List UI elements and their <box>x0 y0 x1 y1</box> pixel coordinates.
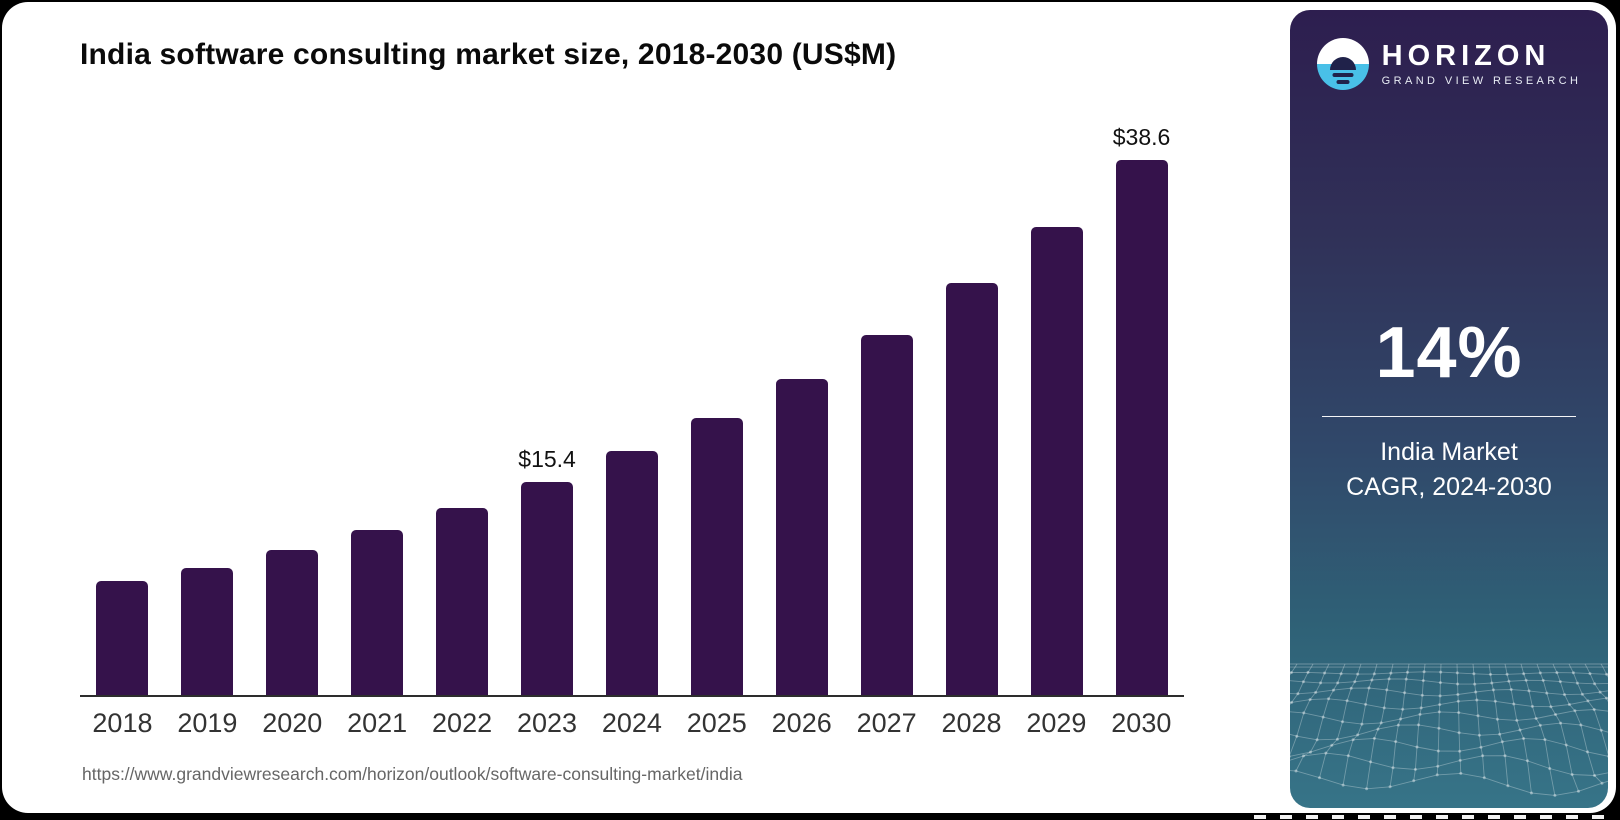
data-label-2023: $15.4 <box>518 445 576 472</box>
bar-slot-2028 <box>929 283 1014 695</box>
bar-2027 <box>860 334 913 695</box>
brand-tagline: GRAND VIEW RESEARCH <box>1381 75 1582 88</box>
x-tick-2026: 2026 <box>771 708 832 738</box>
x-tick-2019: 2019 <box>177 708 238 738</box>
sun-glyph <box>1329 57 1356 70</box>
x-tick-2027: 2027 <box>856 708 917 738</box>
data-label-2030: $38.6 <box>1112 124 1171 150</box>
brand-text: HORIZON GRAND VIEW RESEARCH <box>1381 39 1582 88</box>
bar-slot-2029 <box>1014 226 1099 695</box>
bar-chart-plot: $15.4 $38.6 <box>80 2 1184 695</box>
chart-title: India software consulting market size, 2… <box>80 38 897 71</box>
bar-2022 <box>436 507 489 695</box>
bar-slot-2025 <box>674 417 759 695</box>
x-tick-2029: 2029 <box>1026 708 1087 738</box>
bar-slot-2020 <box>250 549 335 695</box>
x-tick-2018: 2018 <box>92 708 153 738</box>
x-tick-2030: 2030 <box>1111 708 1172 738</box>
bar-2028 <box>945 283 998 695</box>
bar-slot-2021 <box>335 530 420 695</box>
x-tick-2028: 2028 <box>941 708 1002 738</box>
x-tick-2020: 2020 <box>262 708 323 738</box>
x-axis-line <box>80 695 1184 697</box>
bar-slot-2023: $15.4 <box>505 446 590 695</box>
x-tick-2023: 2023 <box>516 708 578 738</box>
stat-caption-line1: India Market <box>1380 438 1518 466</box>
brand-sidebar-panel: HORIZON GRAND VIEW RESEARCH 14% India Ma… <box>1290 10 1608 808</box>
bar-slot-2019 <box>165 567 250 695</box>
bar-slot-2024 <box>590 451 675 695</box>
stat-caption-line2: CAGR, 2024-2030 <box>1346 472 1552 501</box>
source-url: https://www.grandviewresearch.com/horizo… <box>82 764 743 784</box>
horizon-sun-logo-icon <box>1316 38 1369 90</box>
x-tick-2025: 2025 <box>686 708 747 738</box>
bar-2025 <box>690 417 743 695</box>
x-axis-labels: 2018 2019 2020 2021 2022 2023 2024 2025 2026 2027… <box>80 708 1184 739</box>
bar-slot-2018 <box>80 581 165 695</box>
horizon-line-glyph <box>1332 73 1354 77</box>
cagr-stat-block: 14% India Market CAGR, 2024-2030 <box>1290 312 1608 504</box>
bar-2019 <box>181 567 234 695</box>
bottom-edge-dashes-decoration <box>1254 815 1610 819</box>
bar-slot-2026 <box>759 379 844 695</box>
wireframe-mesh-decoration <box>1290 663 1608 797</box>
bar-2030 <box>1115 160 1168 695</box>
bar-2020 <box>266 549 319 695</box>
bar-slot-2022 <box>420 507 505 695</box>
bar-2018 <box>96 581 149 695</box>
bar-2026 <box>775 379 828 695</box>
bar-2023 <box>521 481 574 695</box>
bar-2029 <box>1030 226 1083 695</box>
x-tick-2022: 2022 <box>432 708 493 738</box>
x-tick-2021: 2021 <box>347 708 408 738</box>
stat-divider <box>1322 416 1576 417</box>
bar-slot-2027 <box>844 334 929 695</box>
bar-slot-2030: $38.6 <box>1099 124 1184 695</box>
brand-name: HORIZON <box>1381 39 1551 72</box>
horizon-logo: HORIZON GRAND VIEW RESEARCH <box>1290 38 1608 90</box>
bar-2024 <box>605 451 658 695</box>
horizon-line-glyph <box>1336 80 1350 84</box>
cagr-value: 14% <box>1375 313 1523 393</box>
bar-2021 <box>351 530 404 695</box>
x-tick-2024: 2024 <box>601 708 662 738</box>
